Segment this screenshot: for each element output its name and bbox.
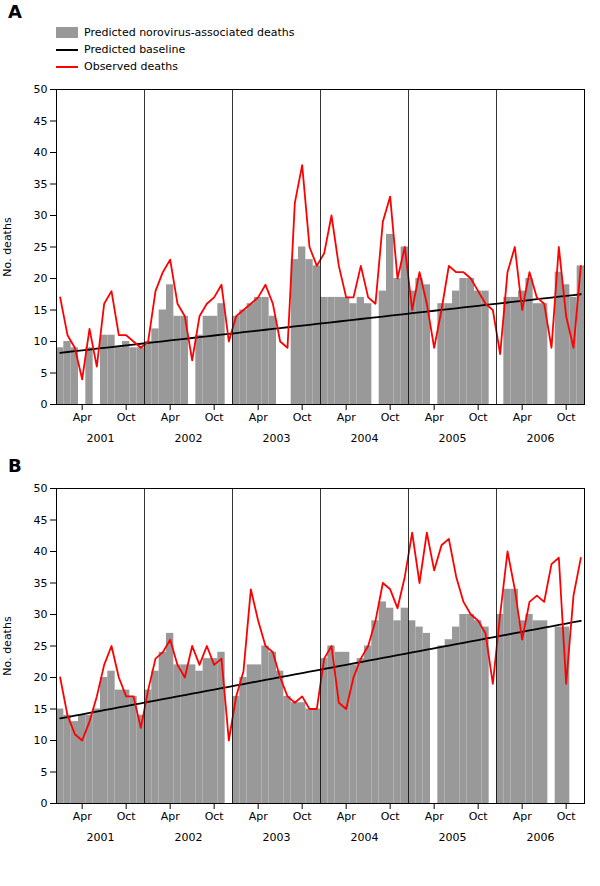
svg-text:Oct: Oct <box>557 810 577 823</box>
svg-text:2005: 2005 <box>439 831 467 844</box>
svg-text:40: 40 <box>34 146 48 159</box>
svg-text:30: 30 <box>34 608 48 621</box>
svg-text:Apr: Apr <box>249 810 269 823</box>
svg-text:2005: 2005 <box>439 432 467 445</box>
svg-text:35: 35 <box>34 178 48 191</box>
svg-text:Apr: Apr <box>161 411 181 424</box>
svg-text:2004: 2004 <box>351 831 379 844</box>
svg-text:15: 15 <box>34 304 48 317</box>
svg-text:Oct: Oct <box>293 411 313 424</box>
svg-text:30: 30 <box>34 209 48 222</box>
svg-text:Apr: Apr <box>249 411 269 424</box>
svg-text:2001: 2001 <box>87 831 115 844</box>
html-text:Predicted baseline: Predicted baseline <box>84 43 186 56</box>
svg-text:Apr: Apr <box>425 411 445 424</box>
svg-text:No. deaths: No. deaths <box>1 217 14 277</box>
html-text:A: A <box>8 1 22 22</box>
svg-text:0: 0 <box>41 398 48 411</box>
svg-text:5: 5 <box>41 766 48 779</box>
svg-text:Apr: Apr <box>73 810 93 823</box>
svg-text:Oct: Oct <box>469 411 489 424</box>
svg-text:Apr: Apr <box>73 411 93 424</box>
svg-text:20: 20 <box>34 272 48 285</box>
svg-text:2006: 2006 <box>527 432 555 445</box>
svg-text:2001: 2001 <box>87 432 115 445</box>
svg-text:15: 15 <box>34 703 48 716</box>
html-text:B: B <box>8 455 22 476</box>
svg-text:Apr: Apr <box>161 810 181 823</box>
svg-text:Oct: Oct <box>381 411 401 424</box>
svg-text:Oct: Oct <box>205 810 225 823</box>
svg-text:Oct: Oct <box>117 810 137 823</box>
svg-text:Apr: Apr <box>425 810 445 823</box>
svg-text:10: 10 <box>34 335 48 348</box>
svg-text:Apr: Apr <box>337 411 357 424</box>
svg-text:2002: 2002 <box>175 432 203 445</box>
html-text:Observed deaths: Observed deaths <box>84 60 178 73</box>
svg-text:50: 50 <box>34 482 48 495</box>
svg-text:Oct: Oct <box>293 810 313 823</box>
svg-text:Apr: Apr <box>513 411 533 424</box>
svg-text:5: 5 <box>41 367 48 380</box>
svg-text:35: 35 <box>34 577 48 590</box>
html-text:Predicted norovirus-associated: Predicted norovirus-associated deaths <box>84 26 295 39</box>
svg-text:0: 0 <box>41 797 48 810</box>
svg-text:25: 25 <box>34 640 48 653</box>
svg-text:2004: 2004 <box>351 432 379 445</box>
svg-text:Oct: Oct <box>117 411 137 424</box>
svg-text:2003: 2003 <box>263 831 291 844</box>
svg-text:45: 45 <box>34 514 48 527</box>
svg-text:Oct: Oct <box>557 411 577 424</box>
svg-text:Oct: Oct <box>205 411 225 424</box>
svg-text:25: 25 <box>34 241 48 254</box>
svg-text:45: 45 <box>34 115 48 128</box>
svg-text:10: 10 <box>34 734 48 747</box>
svg-text:40: 40 <box>34 545 48 558</box>
svg-text:No. deaths: No. deaths <box>1 616 14 676</box>
svg-text:Apr: Apr <box>513 810 533 823</box>
svg-text:Oct: Oct <box>469 810 489 823</box>
svg-text:50: 50 <box>34 83 48 96</box>
svg-text:2002: 2002 <box>175 831 203 844</box>
svg-text:2003: 2003 <box>263 432 291 445</box>
svg-text:Apr: Apr <box>337 810 357 823</box>
svg-text:Oct: Oct <box>381 810 401 823</box>
svg-text:2006: 2006 <box>527 831 555 844</box>
svg-text:20: 20 <box>34 671 48 684</box>
